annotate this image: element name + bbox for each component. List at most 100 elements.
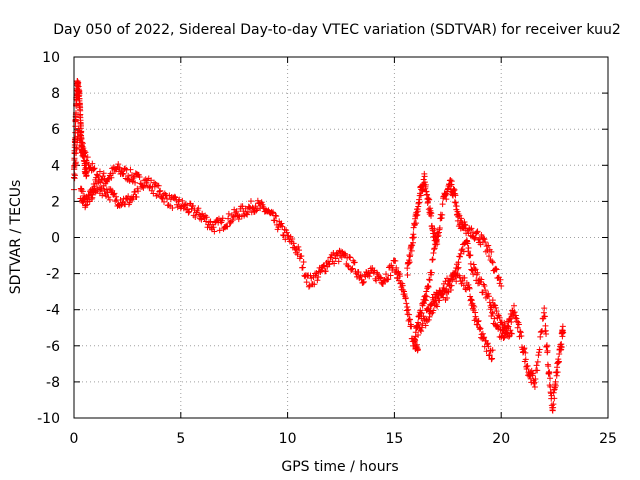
- data-point: [481, 283, 488, 290]
- data-point: [474, 228, 481, 235]
- data-point: [233, 208, 240, 215]
- data-point: [169, 205, 176, 212]
- data-point: [559, 333, 566, 340]
- data-point: [325, 261, 332, 268]
- x-axis-label: GPS time / hours: [281, 459, 398, 475]
- y-tick-label: 0: [51, 231, 60, 247]
- data-point: [459, 277, 466, 284]
- data-point: [216, 227, 223, 234]
- data-point: [311, 281, 318, 288]
- data-point: [360, 279, 367, 286]
- x-tick-label: 25: [599, 431, 617, 447]
- data-point: [410, 231, 417, 238]
- data-point: [457, 253, 464, 260]
- data-point: [157, 187, 164, 194]
- data-point: [290, 240, 297, 247]
- data-point: [489, 355, 496, 362]
- data-point: [78, 128, 85, 135]
- data-point: [219, 215, 226, 222]
- data-point: [100, 182, 107, 189]
- x-tick-label: 0: [70, 431, 79, 447]
- series-branch-d: [423, 264, 496, 363]
- data-point: [118, 167, 125, 174]
- data-point: [203, 214, 210, 221]
- data-point: [377, 274, 384, 281]
- x-tick-label: 15: [385, 431, 403, 447]
- series-low-scatter: [77, 178, 142, 211]
- data-point: [387, 272, 394, 279]
- data-point: [112, 193, 119, 200]
- data-point: [158, 194, 165, 201]
- data-point: [484, 340, 491, 347]
- data-point: [481, 334, 488, 341]
- data-point: [296, 247, 303, 254]
- data-point: [303, 279, 310, 286]
- data-point: [239, 203, 246, 210]
- data-point: [489, 258, 496, 265]
- data-point: [486, 352, 493, 359]
- data-point: [136, 173, 143, 180]
- data-point: [127, 166, 134, 173]
- data-point: [252, 203, 259, 210]
- data-point: [300, 258, 307, 265]
- data-point: [497, 276, 504, 283]
- data-point: [425, 305, 432, 312]
- data-point: [412, 337, 419, 344]
- data-point: [543, 330, 550, 337]
- data-point: [426, 313, 433, 320]
- data-point: [270, 209, 277, 216]
- data-point: [532, 375, 539, 382]
- data-point: [493, 308, 500, 315]
- series-main-trace: [71, 125, 421, 354]
- data-point: [429, 256, 436, 263]
- data-point: [244, 211, 251, 218]
- data-point: [315, 274, 322, 281]
- y-tick-label: 6: [51, 122, 60, 138]
- y-tick-label: 8: [51, 86, 60, 102]
- data-point: [448, 282, 455, 289]
- data-point: [413, 220, 420, 227]
- data-point: [402, 294, 409, 301]
- data-point: [72, 129, 79, 136]
- grid: [74, 57, 608, 418]
- data-point: [419, 320, 426, 327]
- data-point: [489, 310, 496, 317]
- data-point: [536, 346, 543, 353]
- data-point: [322, 268, 329, 275]
- data-point: [295, 243, 302, 250]
- data-point: [211, 228, 218, 235]
- data-point: [473, 229, 480, 236]
- data-point: [476, 280, 483, 287]
- data-point: [471, 235, 478, 242]
- data-point: [81, 153, 88, 160]
- data-point: [488, 356, 495, 363]
- data-point: [428, 300, 435, 307]
- data-point: [534, 358, 541, 365]
- data-point: [505, 323, 512, 330]
- x-tick-label: 5: [176, 431, 185, 447]
- data-point: [82, 164, 89, 171]
- data-point: [418, 324, 425, 331]
- data-point: [410, 224, 417, 231]
- data-point: [405, 306, 412, 313]
- data-point: [425, 316, 432, 323]
- data-point: [454, 265, 461, 272]
- data-point: [120, 170, 127, 177]
- data-point: [183, 202, 190, 209]
- data-point: [551, 395, 558, 402]
- data-point: [558, 343, 565, 350]
- data-point: [430, 249, 437, 256]
- data-point: [207, 218, 214, 225]
- data-point: [521, 345, 528, 352]
- data-point: [440, 285, 447, 292]
- data-point: [434, 303, 441, 310]
- data-point: [154, 192, 161, 199]
- data-point: [421, 173, 428, 180]
- data-point: [373, 277, 380, 284]
- data-point: [83, 168, 90, 175]
- data-point: [466, 285, 473, 292]
- data-point: [403, 300, 410, 307]
- data-point: [515, 321, 522, 328]
- data-point: [91, 183, 98, 190]
- data-point: [426, 308, 433, 315]
